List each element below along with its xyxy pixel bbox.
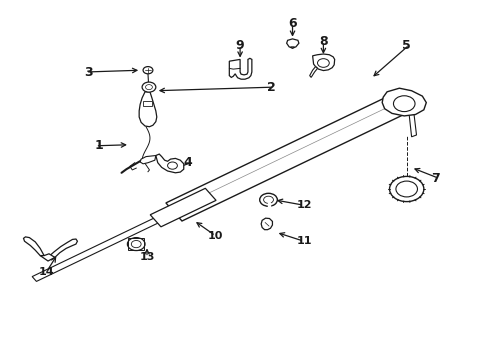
Polygon shape	[24, 237, 44, 256]
Text: 3: 3	[84, 66, 93, 78]
Polygon shape	[49, 239, 77, 257]
Text: 4: 4	[184, 156, 193, 169]
Polygon shape	[143, 101, 152, 106]
Polygon shape	[139, 92, 157, 127]
Text: 14: 14	[39, 267, 54, 277]
Polygon shape	[229, 58, 252, 79]
Text: 11: 11	[296, 236, 312, 246]
Circle shape	[396, 181, 417, 197]
Text: 2: 2	[267, 81, 276, 94]
Text: 7: 7	[431, 172, 440, 185]
Text: 12: 12	[296, 200, 312, 210]
Polygon shape	[40, 254, 55, 261]
Circle shape	[264, 196, 273, 203]
Circle shape	[168, 162, 177, 169]
Polygon shape	[409, 114, 416, 137]
Polygon shape	[261, 218, 272, 230]
Polygon shape	[287, 39, 299, 48]
Polygon shape	[310, 67, 318, 77]
Polygon shape	[291, 47, 294, 48]
Circle shape	[318, 59, 329, 67]
Polygon shape	[32, 203, 191, 282]
Circle shape	[146, 85, 152, 90]
Polygon shape	[150, 188, 216, 227]
Polygon shape	[313, 54, 335, 71]
Text: 10: 10	[208, 231, 223, 241]
Polygon shape	[156, 154, 184, 173]
Polygon shape	[166, 94, 410, 221]
Circle shape	[393, 96, 415, 112]
Circle shape	[142, 82, 156, 92]
Text: 5: 5	[402, 39, 411, 51]
Circle shape	[143, 67, 153, 74]
Text: 8: 8	[319, 35, 328, 48]
Text: 9: 9	[236, 39, 245, 51]
Text: 1: 1	[94, 139, 103, 152]
Polygon shape	[382, 88, 426, 116]
Circle shape	[390, 176, 424, 202]
Circle shape	[127, 238, 145, 251]
Circle shape	[260, 193, 277, 206]
Polygon shape	[140, 156, 156, 164]
Text: 13: 13	[139, 252, 155, 262]
Circle shape	[131, 240, 141, 248]
Text: 6: 6	[288, 17, 297, 30]
